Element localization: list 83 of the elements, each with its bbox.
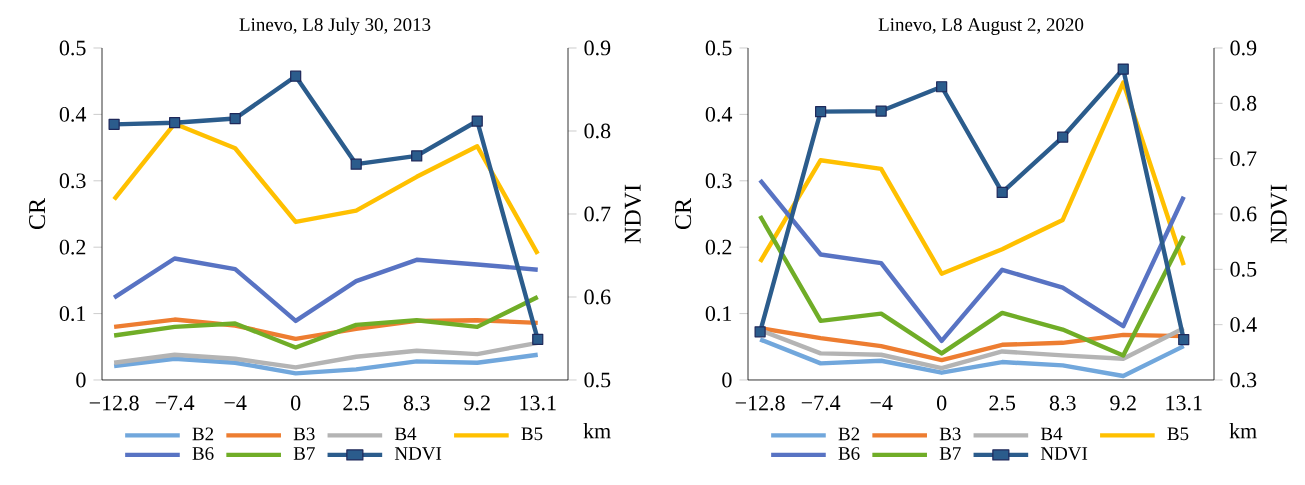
point xyxy=(1057,131,1069,143)
legend-label: B5 xyxy=(521,427,543,441)
line-series xyxy=(757,213,1186,358)
y2-tick-label: 0.7 xyxy=(584,206,611,222)
legend-label: NDVI xyxy=(1040,447,1088,460)
x-tick-label: 9.2 xyxy=(464,395,490,411)
y2-tick-label: 0.9 xyxy=(1230,40,1257,56)
point xyxy=(815,106,827,118)
legend-label: B4 xyxy=(1040,427,1063,441)
y2-axis-title: NDVI xyxy=(624,184,641,244)
x-tick-label: 13.1 xyxy=(520,395,556,411)
y-tick-label: 0.5 xyxy=(705,40,732,56)
x-tick-label: 2.5 xyxy=(989,395,1016,411)
x-tick-label: 0 xyxy=(291,395,301,411)
legend-label: B2 xyxy=(838,427,860,441)
x-tick-label: 2.5 xyxy=(343,395,370,411)
x-tick-label: −4 xyxy=(224,395,247,411)
y-tick-label: 0.1 xyxy=(705,306,732,322)
x-tick-label: −7.4 xyxy=(801,395,841,411)
point xyxy=(411,150,423,162)
point xyxy=(350,158,362,170)
x-tick-label: −12.8 xyxy=(735,395,785,411)
legend-label: B3 xyxy=(293,427,315,441)
y-tick-label: 0.1 xyxy=(59,306,86,322)
y-axis-title: CR xyxy=(29,198,46,230)
y-tick-label: 0 xyxy=(722,372,732,388)
y-tick-label: 0.2 xyxy=(705,239,732,255)
y2-tick-label: 0.5 xyxy=(584,372,611,388)
y-tick-label: 0.4 xyxy=(705,106,733,122)
y2-tick-label: 0.8 xyxy=(1230,95,1257,111)
x-tick-label: 8.3 xyxy=(1049,395,1076,411)
y-tick-label: 0.3 xyxy=(59,173,86,189)
x-tick-label: −7.4 xyxy=(155,395,195,411)
legend-label: B4 xyxy=(394,427,417,441)
point xyxy=(471,115,483,127)
legend-label: B6 xyxy=(192,447,214,460)
point xyxy=(169,117,181,129)
y-axis-title: CR xyxy=(675,198,692,230)
line-series xyxy=(757,177,1186,344)
point xyxy=(996,186,1008,199)
y-tick-label: 0.2 xyxy=(59,239,86,255)
point xyxy=(532,333,544,345)
y2-tick-label: 0.7 xyxy=(1230,151,1257,167)
y2-tick-label: 0.6 xyxy=(1230,206,1257,222)
y2-tick-label: 0.4 xyxy=(1230,317,1257,333)
point xyxy=(936,81,948,93)
point xyxy=(108,118,120,130)
point xyxy=(1117,63,1129,75)
point xyxy=(754,326,766,338)
y-tick-label: 0 xyxy=(76,372,86,388)
chart-title: Linevo, L8 August 2, 2020 xyxy=(878,18,1084,35)
y2-tick-label: 0.3 xyxy=(1230,372,1257,388)
legend-label: B5 xyxy=(1167,427,1189,441)
x-tick-label: 8.3 xyxy=(403,395,430,411)
legend-label: B3 xyxy=(939,427,961,441)
line-series xyxy=(111,352,540,376)
y-tick-label: 0.3 xyxy=(705,173,732,189)
y-tick-label: 0.5 xyxy=(59,40,86,56)
legend-label: B7 xyxy=(939,447,961,460)
line-series xyxy=(111,294,540,350)
x-tick-label: 13.1 xyxy=(1166,395,1202,411)
line-series xyxy=(111,256,540,324)
point xyxy=(1178,334,1190,346)
y-tick-label: 0.4 xyxy=(59,106,87,122)
point xyxy=(290,70,302,82)
legend-label: B6 xyxy=(838,447,860,460)
point xyxy=(229,112,241,125)
y2-tick-label: 0.9 xyxy=(584,40,611,56)
chart-title: Linevo, L8 July 30, 2013 xyxy=(239,17,431,35)
x-tick-label: −12.8 xyxy=(89,395,139,411)
x-tick-label: −4 xyxy=(870,395,893,411)
legend-label: B2 xyxy=(192,427,214,441)
x-axis-title: km xyxy=(1229,423,1257,439)
x-axis-title: km xyxy=(583,423,611,439)
y2-axis-title: NDVI xyxy=(1270,184,1287,244)
x-tick-label: 9.2 xyxy=(1110,395,1136,411)
legend-label: NDVI xyxy=(394,447,442,460)
y2-tick-label: 0.8 xyxy=(584,123,611,139)
y2-tick-label: 0.5 xyxy=(1230,261,1257,277)
legend-label: B7 xyxy=(293,447,315,460)
x-tick-label: 0 xyxy=(937,395,947,411)
y2-tick-label: 0.6 xyxy=(584,289,611,305)
point xyxy=(875,105,887,117)
